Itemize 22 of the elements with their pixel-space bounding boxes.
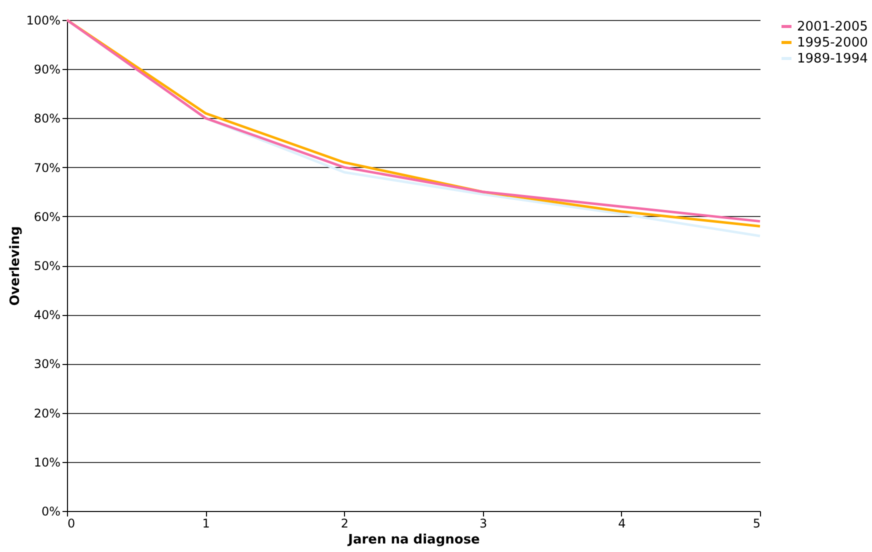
y-tick-label: 10%	[34, 455, 60, 470]
y-axis-title: Overleving	[8, 226, 24, 306]
x-tick-label: 3	[479, 516, 488, 530]
x-tick-label: 5	[752, 516, 760, 530]
y-tick-label: 90%	[34, 62, 60, 77]
y-tick-label: 80%	[34, 112, 60, 126]
y-tick-label: 40%	[34, 308, 60, 322]
legend-label: 1995-2000	[797, 36, 868, 50]
x-tick-label: 4	[618, 516, 626, 530]
y-tick-label: 100%	[26, 14, 60, 28]
y-tick-label: 20%	[34, 406, 60, 420]
y-tick-label: 0%	[41, 504, 60, 518]
x-axis-title: Jaren na diagnose	[347, 532, 480, 548]
x-tick-label: 2	[340, 516, 349, 530]
legend-label: 1989-1994	[797, 52, 868, 66]
y-tick-label: 60%	[34, 210, 60, 224]
y-tick-label: 30%	[34, 357, 60, 372]
x-tick-label: 0	[68, 516, 76, 530]
y-tick-label: 70%	[34, 160, 60, 175]
x-tick-label: 1	[202, 516, 210, 530]
y-tick-label: 50%	[34, 259, 60, 273]
legend-label: 2001-2005	[797, 20, 868, 34]
